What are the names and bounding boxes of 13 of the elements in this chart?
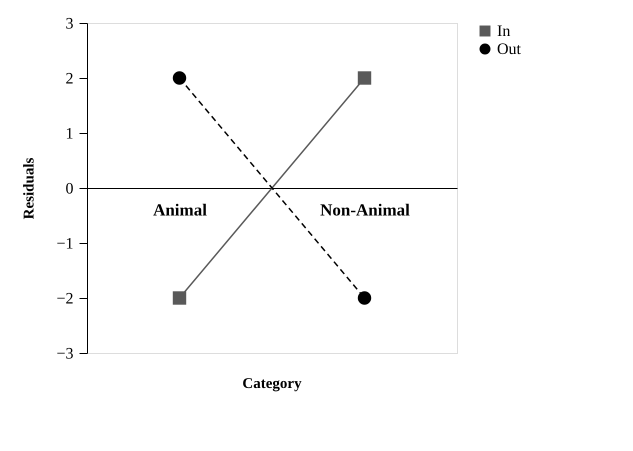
y-tick-label: −3 [56, 346, 74, 362]
x-tick-label: Animal [153, 200, 208, 220]
legend-label: In [497, 23, 510, 40]
x-axis-title: Category [242, 376, 302, 392]
x-tick-label: Non-Animal [320, 200, 410, 220]
y-tick-label: −2 [56, 290, 74, 308]
y-tick-label: 0 [66, 180, 74, 198]
y-tick-label: 1 [66, 126, 74, 142]
y-tick-label: 2 [66, 70, 74, 88]
legend-label: Out [497, 41, 522, 58]
y-tick-label: −1 [56, 236, 74, 252]
y-axis-title: Residuals [21, 157, 38, 220]
y-tick-label: 3 [66, 16, 74, 32]
